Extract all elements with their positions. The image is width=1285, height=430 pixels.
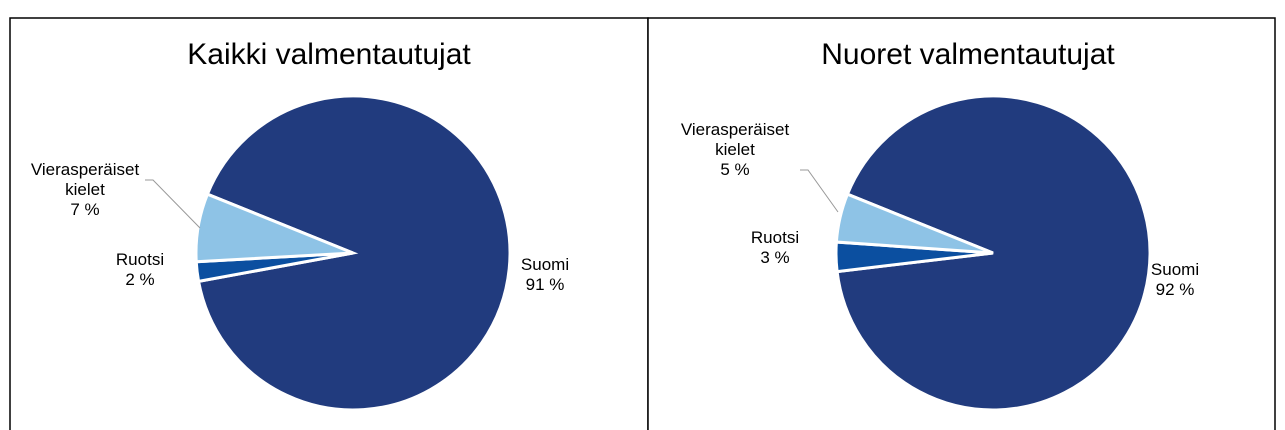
label-line: Vierasperäiset kielet	[680, 120, 790, 159]
pie-slice	[834, 192, 994, 255]
label-line: Suomi	[520, 255, 570, 274]
label-line: Ruotsi	[115, 250, 165, 269]
pie-slice	[835, 94, 1152, 412]
pie-slice	[194, 192, 354, 264]
label-line: 5 %	[720, 160, 750, 179]
label-line: 7 %	[70, 200, 100, 219]
chart-title: Kaikki valmentautujat	[187, 38, 471, 71]
leader-line	[800, 169, 839, 213]
label-line: 3 %	[760, 248, 790, 267]
label-line: 92 %	[1155, 280, 1195, 299]
leader-line	[145, 179, 201, 229]
label-line: Ruotsi	[750, 228, 800, 247]
label-line: 91 %	[525, 275, 565, 294]
chart-title: Nuoret valmentautujat	[821, 38, 1115, 71]
pie-slice	[196, 94, 512, 412]
label-line: Suomi	[1150, 260, 1200, 279]
label-line: 2 %	[125, 270, 155, 289]
label-line: Vierasperäiset kielet	[30, 160, 140, 199]
